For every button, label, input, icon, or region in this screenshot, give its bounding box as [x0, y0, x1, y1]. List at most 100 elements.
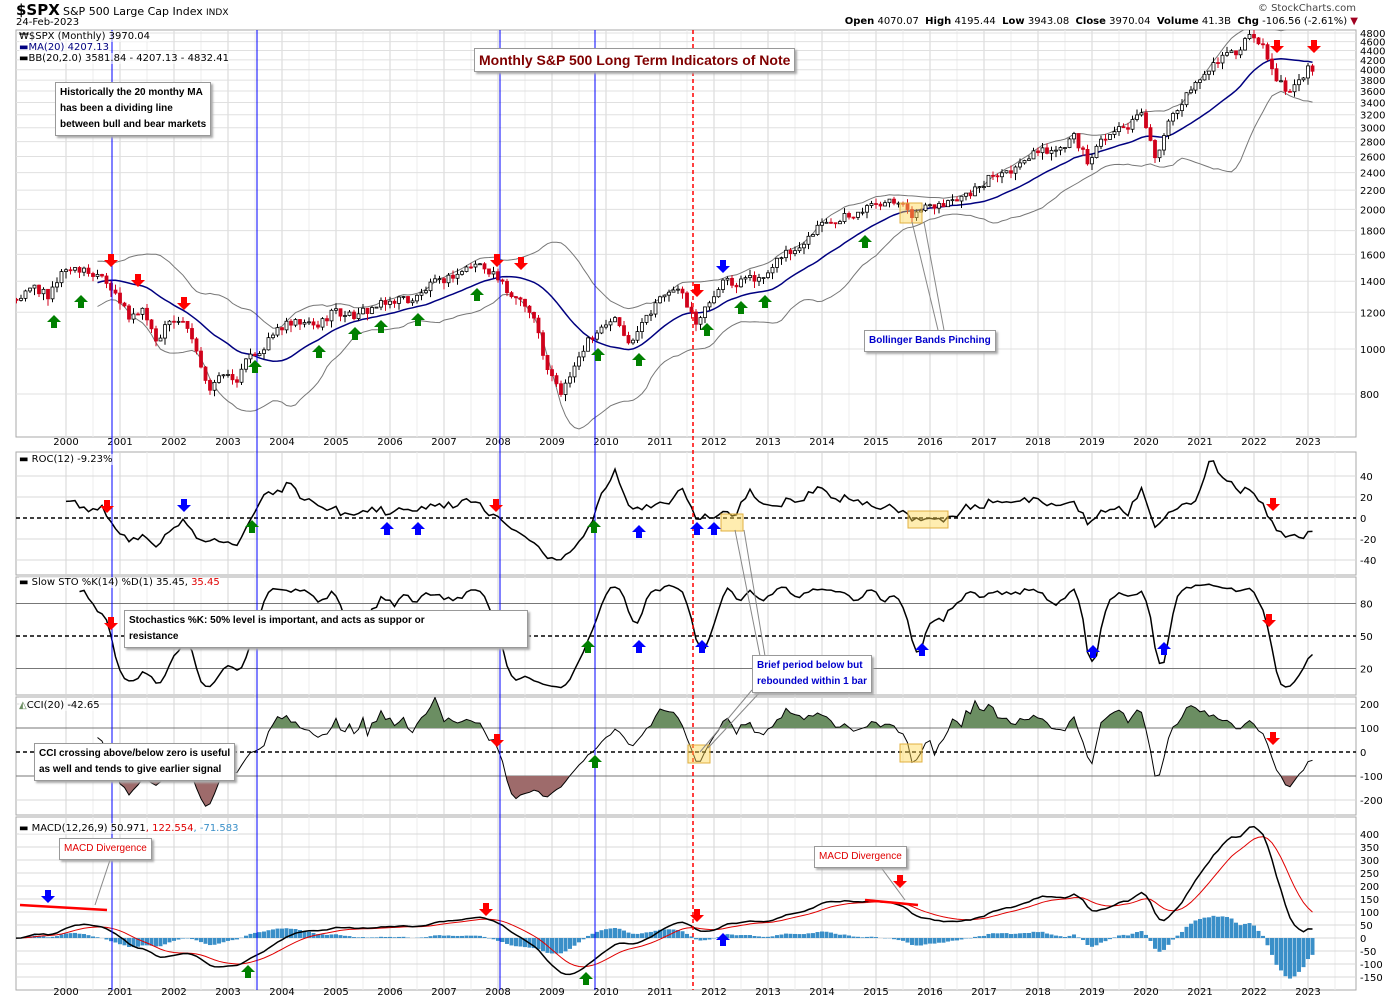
macd-histogram-bar — [374, 937, 379, 938]
candle-body — [1045, 147, 1049, 154]
candle-body — [613, 317, 617, 323]
candle-body — [275, 327, 280, 336]
macd-histogram-bar — [496, 938, 500, 941]
macd-histogram-bar — [379, 936, 383, 938]
candle-body — [244, 358, 248, 370]
candle-body — [271, 334, 275, 339]
macd-histogram-bar — [230, 938, 235, 941]
candle-body — [365, 307, 370, 314]
candle-body — [356, 313, 361, 319]
candle-body — [149, 319, 154, 330]
macd-histogram-bar — [550, 938, 554, 954]
callout-pointer — [94, 859, 111, 906]
exchange: INDX — [206, 8, 229, 18]
macd-histogram-bar — [154, 938, 158, 947]
candle-body — [397, 296, 401, 304]
ma-note-line: between bull and bear markets — [60, 119, 207, 130]
macd-histogram-bar — [59, 934, 64, 938]
bb-legend: ▬BB(20,2.0) 3581.84 - 4207.13 - 4832.41 — [19, 53, 229, 64]
macd-histogram-bar — [950, 938, 955, 941]
candle-body — [676, 288, 680, 291]
red-down-arrow-icon — [177, 297, 191, 310]
macd-histogram-bar — [1261, 935, 1265, 938]
macd-histogram-bar — [383, 936, 388, 938]
candle-body — [59, 271, 64, 284]
price-plot — [11, 30, 1315, 430]
macd-histogram-bar — [113, 938, 118, 943]
candle-body — [491, 271, 496, 275]
macd-histogram-bar — [50, 936, 55, 938]
macd-histogram-bar — [1301, 938, 1306, 968]
year-tick-label: 2007 — [431, 437, 456, 448]
high-label: High — [925, 16, 952, 27]
cci-tick-label: -100 — [1360, 772, 1383, 783]
macd-histogram-bar — [464, 935, 469, 938]
candle-body — [1117, 126, 1121, 133]
candle-body — [320, 318, 325, 328]
macd-histogram-bar — [514, 938, 518, 947]
macd-histogram-bar — [203, 938, 208, 944]
candle-body — [347, 311, 352, 316]
year-tick-label: 2020 — [1133, 437, 1158, 448]
candle-body — [1022, 160, 1027, 164]
macd-histogram-bar — [271, 929, 275, 938]
macd-histogram-bar — [1112, 937, 1117, 938]
blue-down-arrow-icon — [177, 499, 191, 512]
macd-histogram-bar — [352, 937, 356, 938]
candle-body — [685, 292, 689, 308]
candle-body — [113, 289, 118, 294]
macd-histogram-bar — [1211, 915, 1216, 938]
macd-histogram-bar — [1148, 938, 1153, 941]
candle-body — [707, 302, 712, 308]
highlight-box — [907, 510, 949, 529]
candle-body — [1157, 149, 1162, 159]
macd-histogram-bar — [1184, 926, 1189, 938]
macd-histogram-bar — [68, 933, 73, 938]
macd-histogram-bar — [734, 935, 739, 938]
volume-label: Volume — [1156, 16, 1199, 27]
macd-histogram-bar — [689, 936, 694, 938]
candle-body — [1279, 80, 1283, 83]
macd-histogram-bar — [334, 934, 338, 938]
blue-up-arrow-icon — [915, 643, 929, 656]
candle-body — [775, 257, 779, 268]
sto-legend: ▬ Slow STO %K(14) %D(1) 35.45, 35.45 — [19, 577, 220, 588]
macd-histogram-bar — [262, 931, 266, 938]
year-tick-label: 2005 — [323, 437, 348, 448]
macd-histogram-bar — [829, 932, 833, 938]
macd-histogram-bar — [910, 938, 914, 945]
cci-tick-label: 100 — [1360, 724, 1379, 735]
candle-body — [11, 299, 14, 301]
candle-body — [761, 277, 766, 279]
year-tick-label: 2003 — [215, 987, 240, 998]
year-tick-label: 2010 — [593, 437, 618, 448]
green-up-arrow-icon — [248, 360, 262, 373]
highlight-box — [687, 744, 711, 764]
candle-body — [752, 275, 757, 282]
panel-frame — [15, 816, 1357, 991]
macd-histogram-bar — [1207, 917, 1211, 938]
macd-histogram-bar — [955, 938, 959, 941]
cci-legend: ◭CCI(20) -42.65 — [19, 700, 100, 711]
macd-histogram-bar — [1004, 933, 1009, 938]
macd-tick-label: 50 — [1360, 921, 1373, 932]
candle-body — [1013, 166, 1018, 174]
chart-date: 24-Feb-2023 — [16, 17, 80, 28]
candle-body — [428, 281, 433, 292]
candle-body — [1162, 135, 1166, 151]
price-tick-label: 2200 — [1360, 186, 1385, 197]
candle-body — [64, 269, 68, 272]
candle-body — [122, 302, 127, 307]
candle-body — [577, 356, 581, 367]
macd-histogram-bar — [1153, 938, 1157, 949]
macd-histogram-bar — [1274, 938, 1279, 965]
green-up-arrow-icon — [758, 295, 772, 308]
candle-body — [370, 307, 374, 314]
annotations — [19, 30, 1321, 990]
macd-histogram-bar — [163, 938, 167, 945]
candle-body — [140, 307, 145, 315]
price-tick-label: 1800 — [1360, 227, 1385, 238]
candle-body — [1202, 73, 1207, 81]
candle-body — [1126, 127, 1130, 130]
macd-histogram-bar — [473, 935, 478, 938]
